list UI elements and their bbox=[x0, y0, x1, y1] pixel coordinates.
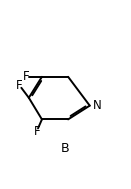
Text: F: F bbox=[16, 79, 23, 92]
Text: F: F bbox=[23, 70, 29, 83]
Text: F: F bbox=[33, 125, 40, 138]
Text: B: B bbox=[61, 142, 70, 155]
Text: N: N bbox=[93, 99, 102, 112]
